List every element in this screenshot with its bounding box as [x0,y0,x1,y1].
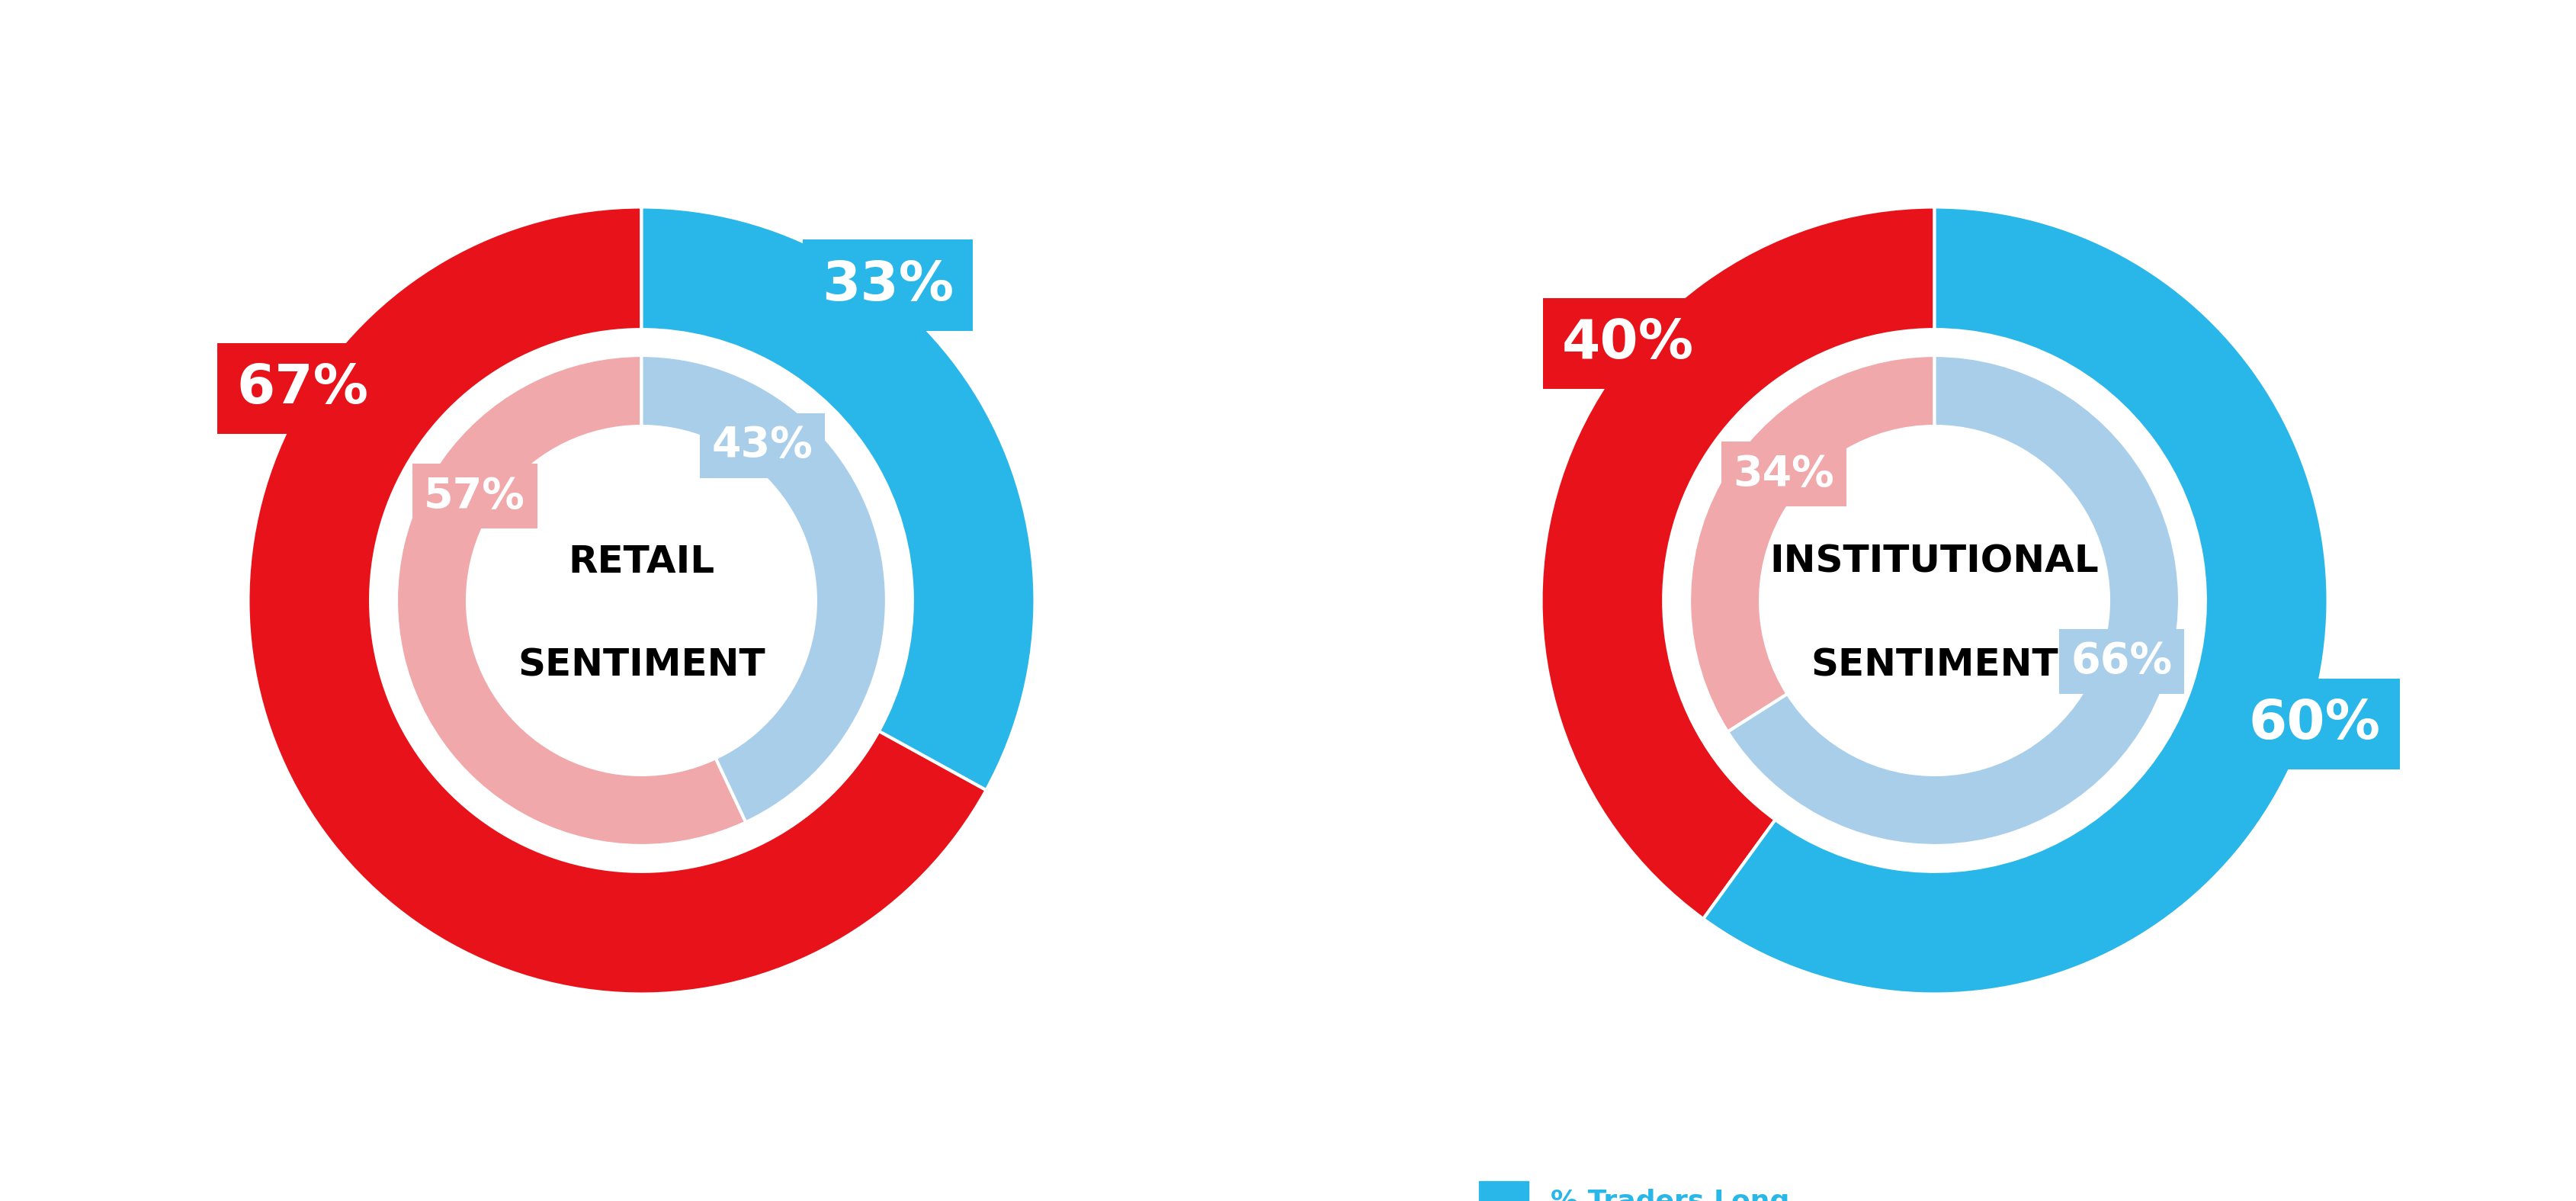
Text: 67%: 67% [237,363,368,414]
Text: RETAIL: RETAIL [569,544,714,580]
Text: 40%: 40% [1561,317,1695,370]
Wedge shape [1703,207,2329,994]
Text: 60%: 60% [2249,698,2380,751]
Wedge shape [641,355,886,823]
Legend: % Traders Long, % Traders Short: % Traders Long, % Traders Short [1466,1167,1814,1201]
Wedge shape [1540,207,1935,919]
Text: INSTITUTIONAL: INSTITUTIONAL [1770,544,2099,580]
Wedge shape [1728,355,2179,846]
Text: 57%: 57% [425,476,526,516]
Text: 34%: 34% [1734,454,1834,495]
Text: 43%: 43% [711,425,814,466]
Wedge shape [247,207,987,994]
Text: 33%: 33% [822,259,953,311]
Text: SENTIMENT: SENTIMENT [1811,646,2058,683]
Wedge shape [397,355,747,846]
Text: 66%: 66% [2071,640,2172,682]
Text: SENTIMENT: SENTIMENT [518,646,765,683]
Wedge shape [641,207,1036,790]
Wedge shape [1690,355,1935,731]
